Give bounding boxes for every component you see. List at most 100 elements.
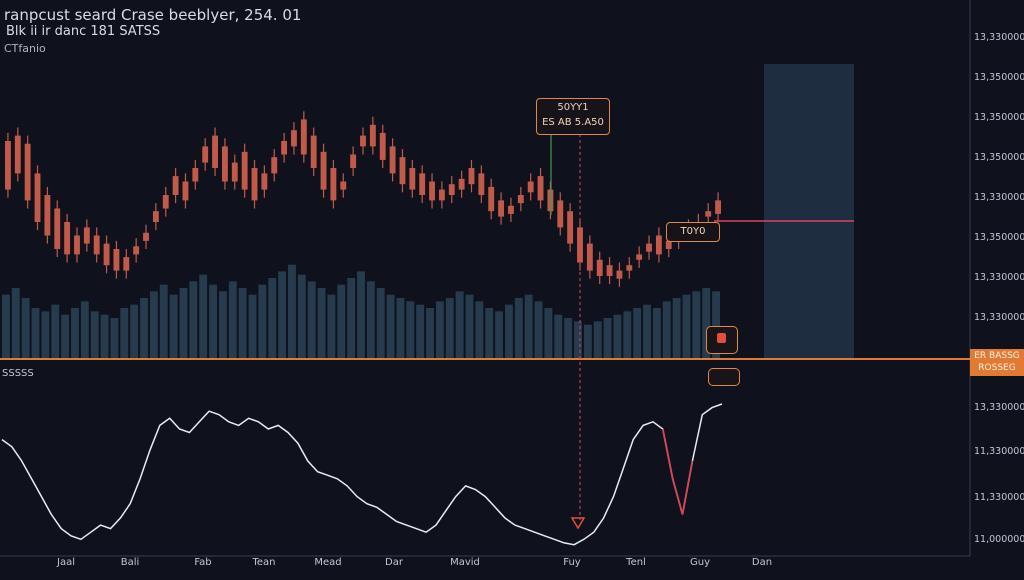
candle-body	[665, 240, 672, 249]
volume-bar	[228, 281, 237, 358]
x-tick-label: Fab	[194, 557, 212, 568]
y-tick-label: 13,350000	[974, 152, 1024, 163]
candle-body	[113, 249, 120, 271]
candle-body	[320, 151, 327, 190]
volume-bar	[702, 288, 711, 358]
volume-bar	[248, 294, 257, 358]
candle-body	[429, 181, 435, 201]
volume-bar	[278, 271, 287, 358]
volume-bar	[514, 298, 523, 358]
candle-body	[646, 243, 652, 252]
candle-body	[389, 146, 396, 174]
grid	[0, 0, 971, 557]
volume-bar	[357, 271, 365, 358]
volume-bar	[209, 284, 217, 358]
volume-bar	[80, 301, 89, 358]
volume-bar	[416, 304, 425, 358]
volume-bar	[179, 288, 188, 358]
x-tick-label: Dar	[385, 557, 403, 568]
volume-bar	[564, 318, 573, 358]
candle-body	[231, 162, 238, 182]
signal-triangle	[570, 517, 586, 530]
chart-title: ranpcust seard Crase beeblyer, 254. 01	[4, 6, 302, 24]
volume-bar	[692, 291, 701, 358]
candle-body	[74, 235, 80, 255]
candle-body	[172, 176, 179, 195]
candle-body	[606, 265, 613, 276]
volume-bar	[623, 311, 632, 358]
volume-bar	[682, 294, 691, 358]
candle-body	[438, 189, 445, 201]
annotation-line1: 50YY1	[557, 102, 589, 113]
y-tick-label: 13,350000	[974, 232, 1024, 243]
candle-body	[547, 189, 554, 212]
y-tick-label: 13,350000	[974, 72, 1024, 83]
candle-body	[251, 168, 258, 201]
candle-body	[537, 176, 544, 201]
candle-body	[271, 157, 278, 174]
candles	[5, 111, 721, 287]
volume-bar	[603, 318, 612, 358]
forecast-zone	[764, 64, 854, 358]
volume-bar	[662, 301, 671, 358]
chart-subtitle: Blk ii ir danc 181 SATSS	[6, 24, 161, 39]
candle-body	[567, 211, 574, 244]
volume-bar	[396, 298, 405, 358]
candle-body	[143, 232, 149, 241]
candle-body	[162, 195, 169, 209]
candle-body	[715, 200, 721, 214]
candle-body	[350, 154, 357, 168]
y-tick-label: 13,330000	[974, 192, 1024, 203]
candle-body	[369, 124, 376, 147]
candle-body	[360, 135, 366, 147]
candle-body	[340, 181, 347, 190]
volume-bar	[268, 278, 277, 358]
candle-body	[310, 135, 317, 168]
volume-bar	[505, 304, 513, 358]
volume-bar	[31, 308, 40, 358]
candle-body	[24, 143, 31, 201]
volume-bar	[51, 304, 60, 358]
annotation-box[interactable]: 50YY1 ES AB 5.A50	[536, 98, 610, 135]
candle-body	[517, 195, 524, 204]
candle-body	[64, 222, 71, 255]
indicator-y-tick-label: 11,330000	[974, 492, 1024, 503]
volume-bars	[2, 264, 720, 358]
volume-bar	[593, 321, 602, 358]
chart-sub2: CTfanio	[4, 42, 46, 55]
volume-bar	[61, 314, 70, 358]
candle-body	[103, 243, 110, 266]
y-tick-label: 13,330000	[974, 32, 1024, 43]
candle-body	[488, 186, 495, 212]
volume-bar	[485, 308, 494, 358]
x-tick-label: Mead	[314, 557, 342, 568]
alert-marker[interactable]	[706, 326, 738, 354]
candle-body	[93, 235, 100, 255]
candle-body	[152, 211, 159, 222]
candle-body	[54, 208, 61, 249]
volume-bar	[376, 288, 385, 358]
indicator-marker[interactable]	[708, 368, 740, 386]
annotation-line2: ES AB 5.A50	[542, 117, 604, 128]
candle-body	[586, 243, 593, 271]
candle-body	[44, 195, 51, 236]
x-tick-label: Dan	[751, 557, 773, 568]
volume-bar	[100, 314, 109, 358]
x-tick-label: Mavid	[450, 557, 480, 568]
volume-bar	[218, 291, 227, 358]
volume-bar	[643, 304, 651, 358]
candle-body	[212, 135, 218, 168]
volume-bar	[41, 311, 50, 358]
volume-bar	[169, 294, 178, 358]
volume-bar	[672, 298, 681, 358]
price-annotation[interactable]: T0Y0	[666, 222, 720, 242]
volume-bar	[110, 318, 119, 358]
volume-bar	[347, 278, 356, 358]
candle-body	[626, 265, 633, 271]
volume-bar	[554, 314, 563, 358]
candle-body	[34, 173, 41, 222]
volume-bar	[652, 308, 661, 358]
volume-bar	[258, 284, 267, 358]
